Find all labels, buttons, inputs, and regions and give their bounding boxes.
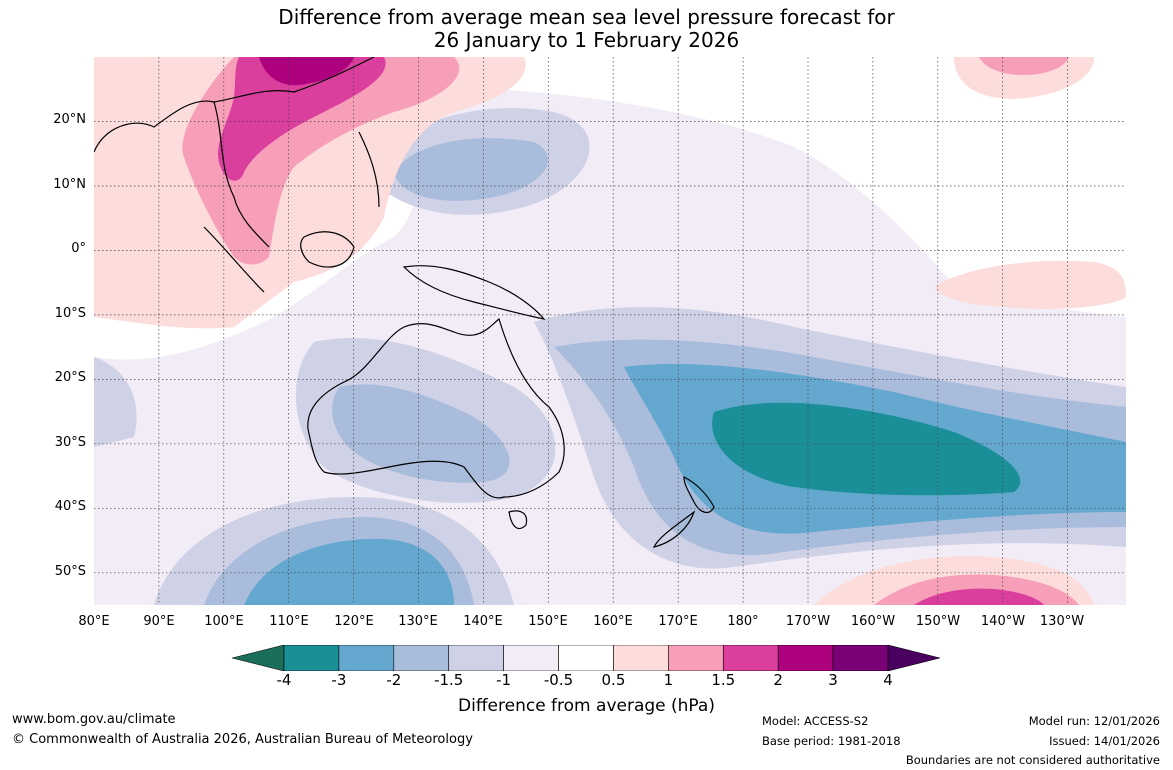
coastline-new-guinea	[402, 265, 546, 320]
lat-label-50s: 50°S	[54, 564, 86, 579]
colorbar-swatch	[393, 645, 450, 671]
coastline-indochina	[213, 101, 270, 248]
colorbar-tick-label: -1.5	[434, 671, 464, 689]
colorbar-swatch	[503, 645, 559, 671]
lon-label-150w: 150°W	[915, 614, 961, 629]
anomaly-region-plus-1.5-west	[217, 57, 386, 181]
colorbar-tick-label: -1	[496, 671, 512, 689]
colorbar-tick-label: -2	[386, 671, 402, 689]
lon-label-180: 180°	[727, 614, 759, 629]
colorbar-swatch	[722, 645, 779, 671]
lon-label-120e: 120°E	[334, 614, 374, 629]
lat-label-10s: 10°S	[54, 306, 86, 321]
lon-label-150e: 150°E	[528, 614, 568, 629]
lon-label-140e: 140°E	[463, 614, 503, 629]
coastline-new-zealand-south	[652, 510, 696, 548]
coastline-australia	[307, 317, 565, 499]
coastline-philippines	[358, 131, 380, 208]
lon-label-140w: 140°W	[980, 614, 1026, 629]
lat-label-30s: 30°S	[54, 435, 86, 450]
coastline-borneo	[300, 231, 355, 268]
colorbar-tick-label: -0.5	[543, 671, 574, 689]
colorbar-tick-label: 4	[883, 671, 893, 689]
lat-label-20n: 20°N	[53, 112, 86, 127]
colorbar-label: Difference from average (hPa)	[458, 696, 715, 716]
footer-base-period: Base period: 1981-2018	[762, 734, 901, 748]
colorbar-tick-label: -3	[331, 671, 347, 689]
colorbar-tick-label: 0.5	[601, 671, 626, 689]
footer-disclaimer: Boundaries are not considered authoritat…	[905, 753, 1160, 767]
colorbar-swatch	[448, 645, 504, 671]
colorbar-tick-label: -4	[276, 671, 292, 689]
map-canvas	[94, 57, 1126, 605]
footer-model: Model: ACCESS-S2	[762, 714, 869, 728]
anomaly-region-plus-0.5-east	[934, 260, 1126, 309]
footer-issued: Issued: 14/01/2026	[1049, 734, 1160, 748]
anomaly-region-minus-1.5-north	[394, 138, 549, 201]
anomaly-region-plus-2-west	[259, 57, 354, 86]
footer-copyright: © Commonwealth of Australia 2026, Austra…	[12, 732, 473, 747]
lon-label-110e: 110°E	[269, 614, 309, 629]
lon-label-130e: 130°E	[398, 614, 438, 629]
lon-label-170e: 170°E	[658, 614, 698, 629]
colorbar-swatch-extend-high	[887, 645, 940, 671]
footer-website: www.bom.gov.au/climate	[12, 712, 176, 727]
map-title-line2: 26 January to 1 February 2026	[433, 28, 740, 52]
lat-label-10n: 10°N	[53, 177, 86, 192]
map-title-line1: Difference from average mean sea level p…	[278, 5, 895, 29]
lat-label-20s: 20°S	[54, 370, 86, 385]
lon-label-160w: 160°W	[850, 614, 896, 629]
lon-label-80e: 80°E	[78, 614, 110, 629]
anomaly-region-minus-2-south	[244, 538, 454, 605]
anomaly-region-plus-1.5-southeast	[914, 588, 1044, 605]
colorbar-swatch	[832, 645, 889, 671]
anomaly-region-plus-0.5-northeast	[954, 57, 1094, 99]
colorbar-tick-label: 1.5	[711, 671, 736, 689]
colorbar-swatch	[777, 645, 834, 671]
colorbar-swatch	[283, 645, 340, 671]
graticule	[94, 57, 1126, 605]
colorbar-tick-label: 1	[663, 671, 674, 689]
colorbar-swatch	[668, 645, 724, 671]
footer-model-run: Model run: 12/01/2026	[1028, 714, 1160, 728]
lon-label-90e: 90°E	[143, 614, 175, 629]
anomaly-region-minus-1-west	[94, 357, 137, 447]
colorbar-tick-label: 2	[773, 671, 783, 689]
anomaly-region-minus-3-east	[712, 402, 1021, 496]
lat-label-40s: 40°S	[54, 499, 86, 514]
coastline-tasmania	[508, 510, 528, 530]
lat-label-0: 0°	[71, 241, 86, 256]
lon-label-160e: 160°E	[593, 614, 633, 629]
colorbar	[232, 645, 940, 671]
pressure-anomaly-map	[94, 57, 1126, 605]
lon-label-100e: 100°E	[204, 614, 244, 629]
colorbar-swatch	[338, 645, 395, 671]
lon-label-170w: 170°W	[785, 614, 831, 629]
lon-label-130w: 130°W	[1039, 614, 1085, 629]
coastline-sumatra	[203, 226, 265, 293]
colorbar-swatch	[558, 645, 614, 671]
colorbar-swatch	[613, 645, 669, 671]
colorbar-swatch-extend-low	[232, 645, 285, 671]
colorbar-tick-label: 3	[828, 671, 838, 689]
coastline-new-zealand-north	[683, 476, 715, 514]
anomaly-region-plus-1-northeast	[979, 57, 1069, 75]
anomaly-region-minus-1.5-australia	[332, 384, 510, 483]
